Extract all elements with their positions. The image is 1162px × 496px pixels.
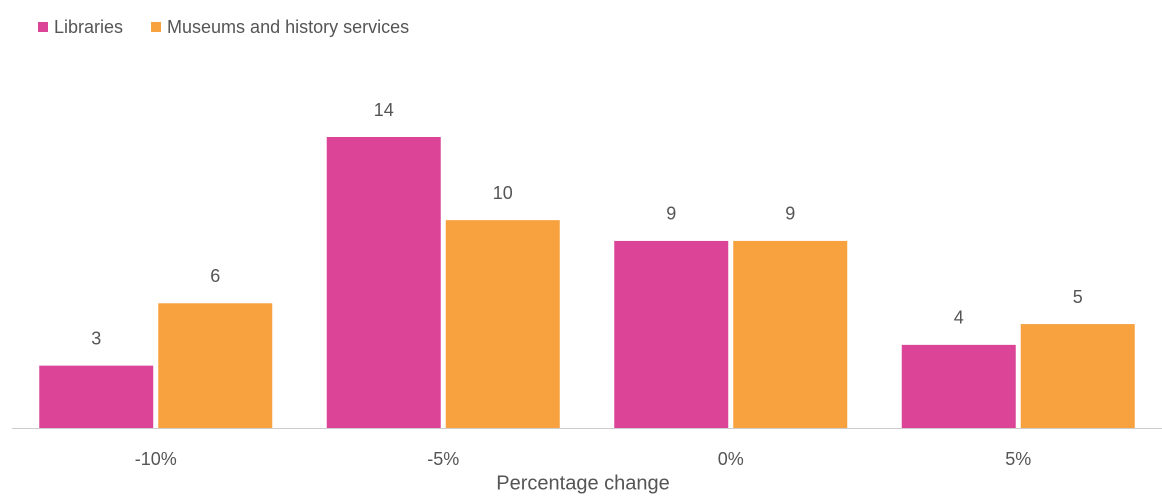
data-label: 4	[954, 308, 964, 328]
x-axis-title: Percentage change	[496, 472, 669, 494]
bar	[445, 220, 560, 428]
legend-label: Museums and history services	[167, 17, 409, 37]
data-label: 10	[493, 183, 513, 203]
bar	[614, 240, 729, 428]
x-tick-label: -10%	[135, 449, 177, 469]
data-label: 5	[1073, 287, 1083, 307]
legend-swatch	[38, 22, 48, 32]
legend-label: Libraries	[54, 17, 123, 37]
bar	[326, 137, 441, 428]
data-label: 6	[210, 266, 220, 286]
bar	[901, 344, 1016, 428]
bar	[39, 365, 154, 428]
x-tick-label: 5%	[1005, 449, 1031, 469]
data-label: 3	[91, 328, 101, 348]
bar	[158, 303, 273, 428]
data-label: 9	[785, 204, 795, 224]
bar	[1020, 324, 1135, 428]
data-label: 9	[666, 204, 676, 224]
data-label: 14	[374, 100, 394, 120]
legend-swatch	[151, 22, 162, 32]
x-tick-label: 0%	[718, 449, 744, 469]
bar	[733, 240, 848, 428]
x-tick-label: -5%	[427, 449, 459, 469]
